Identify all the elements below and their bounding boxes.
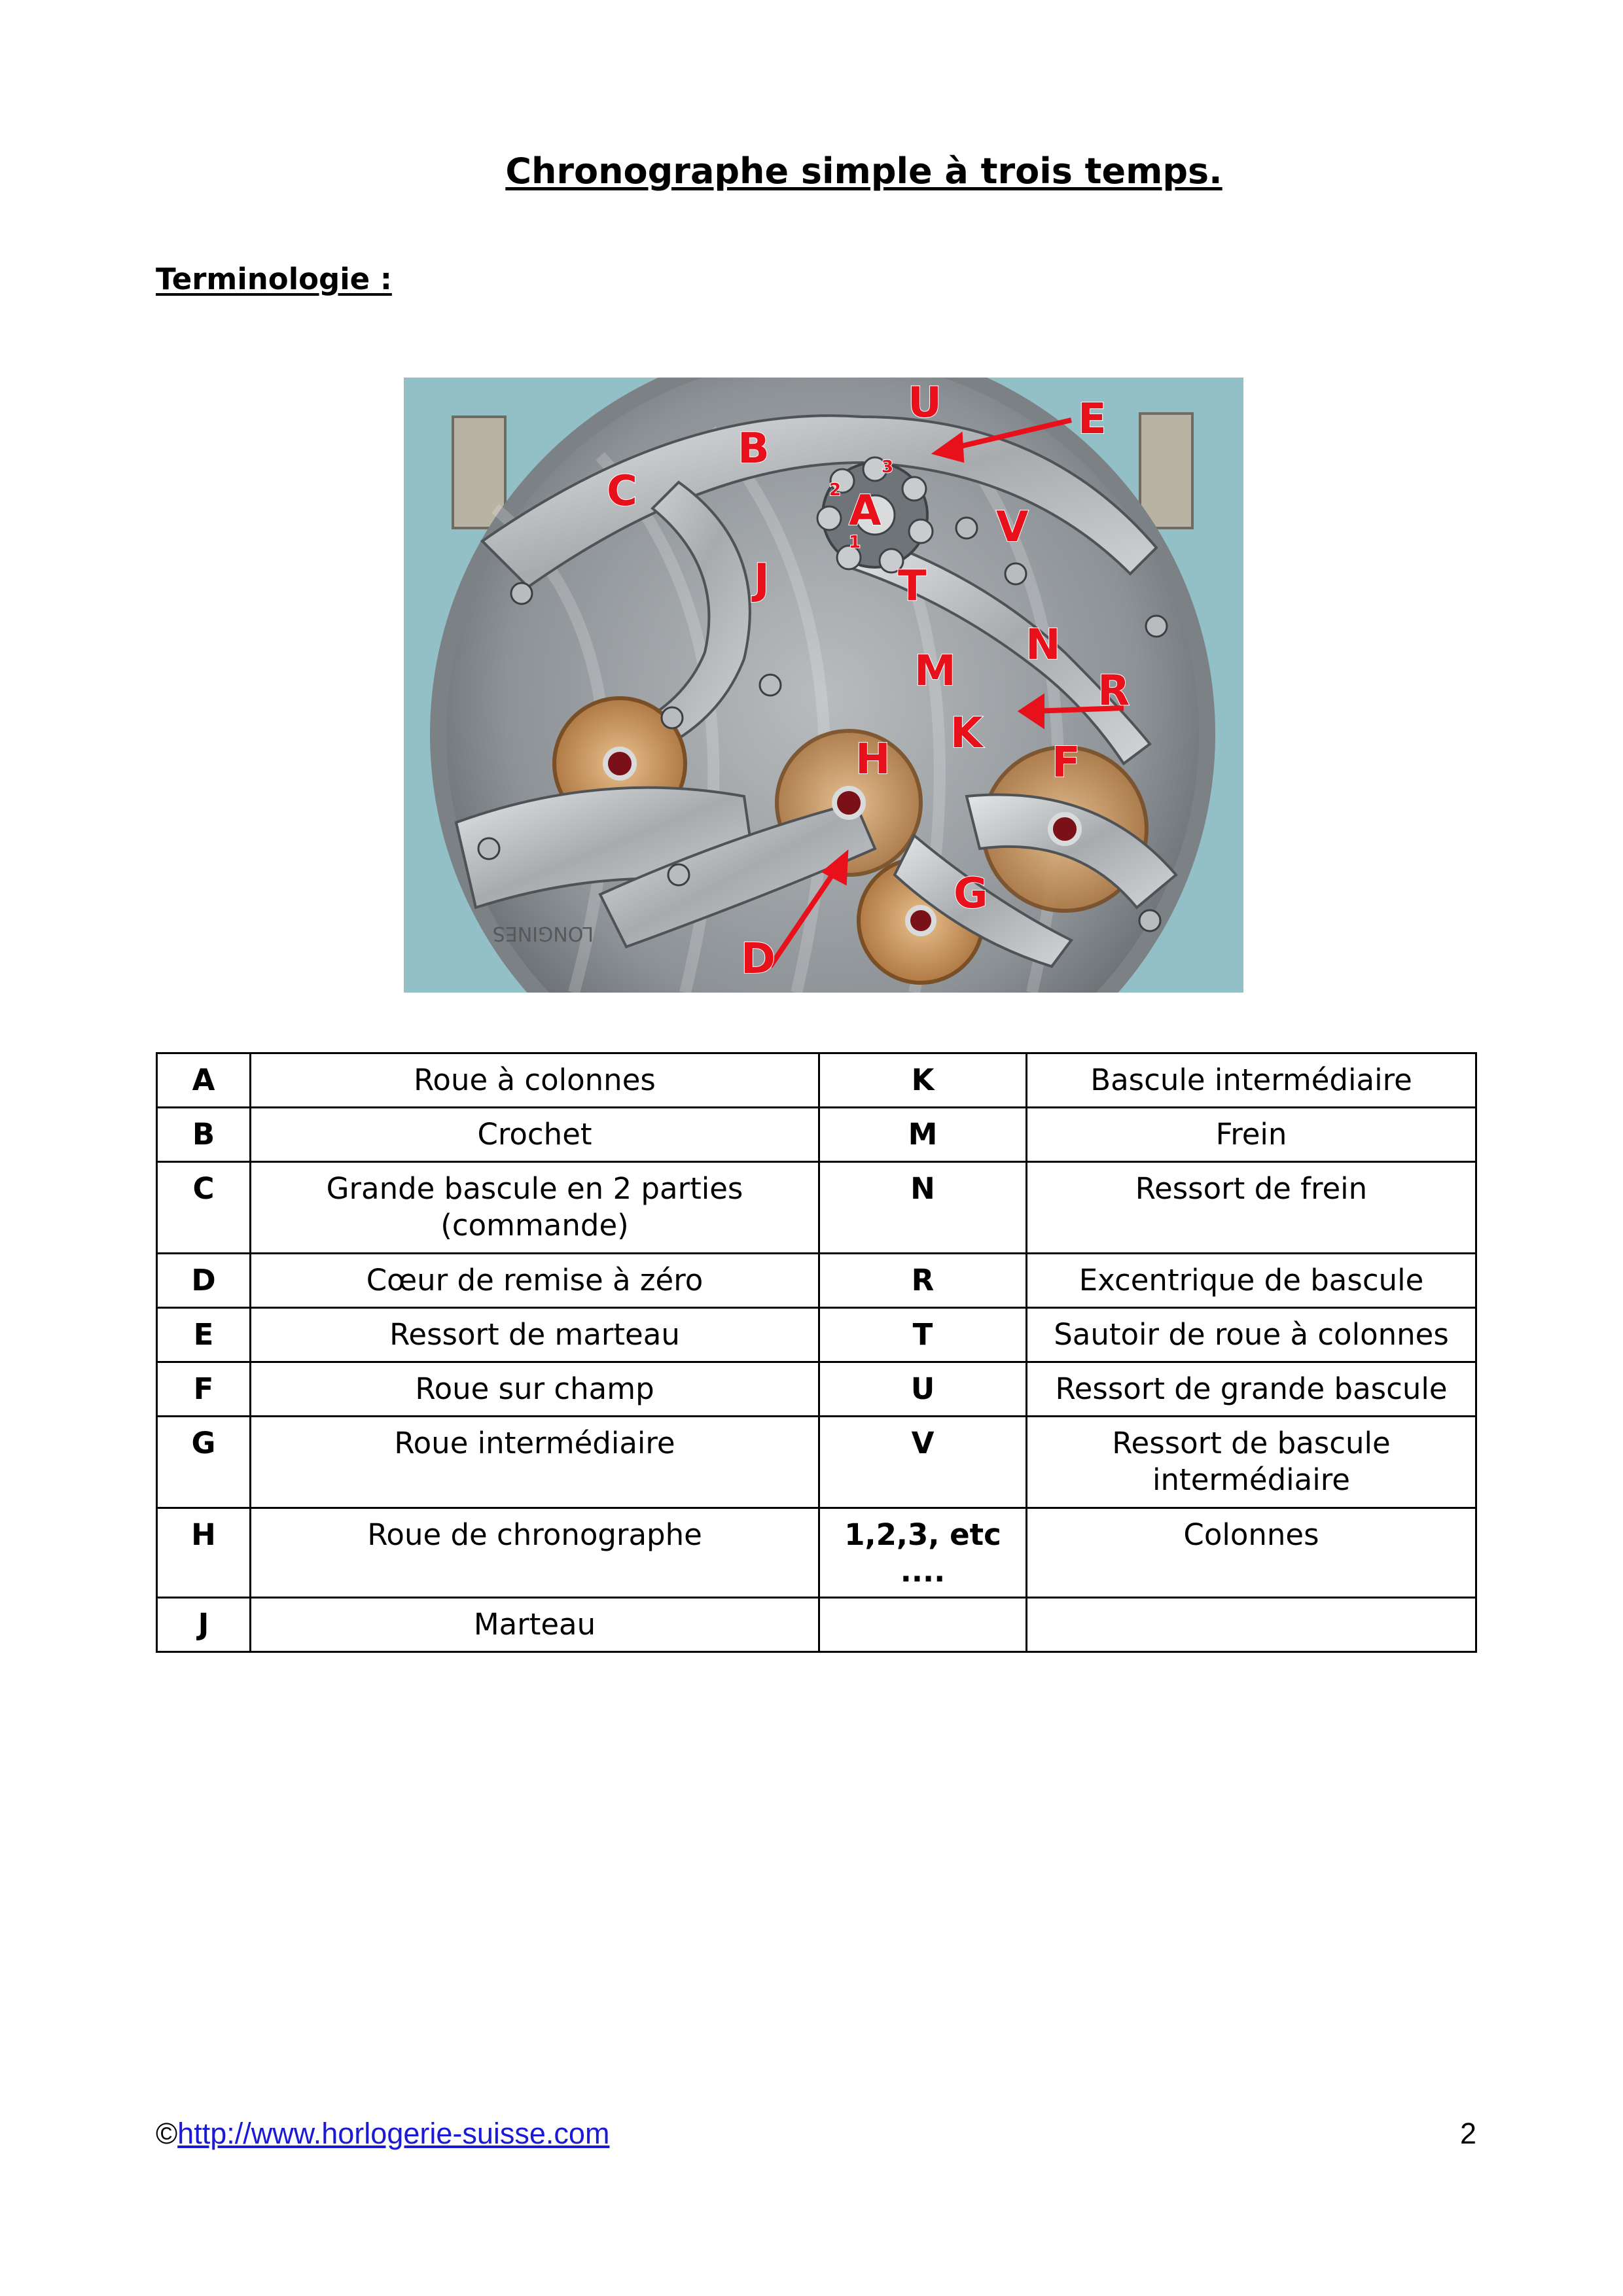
term-name: Frein: [1026, 1106, 1477, 1163]
term-code: J: [156, 1597, 251, 1653]
upper-bridge: [480, 414, 1158, 589]
term-code: D: [156, 1252, 251, 1309]
column-number-1: 1: [849, 533, 861, 552]
term-code: F: [156, 1361, 251, 1417]
column-number-2: 2: [829, 480, 841, 500]
term-name: Excentrique de bascule: [1026, 1252, 1477, 1309]
term-code: N: [818, 1161, 1027, 1254]
term-code: C: [156, 1161, 251, 1254]
label-C: C: [607, 467, 637, 516]
term-name: Roue à colonnes: [249, 1052, 820, 1108]
column-number-3: 3: [882, 457, 893, 477]
term-name: Colonnes: [1026, 1507, 1477, 1598]
lower-bridge-middle: [598, 801, 877, 949]
term-name: Ressort de grande bascule: [1026, 1361, 1477, 1417]
table-row: E Ressort de marteau T Sautoir de roue à…: [156, 1307, 1477, 1363]
label-K: K: [950, 709, 984, 758]
copyright-symbol: ©: [156, 2117, 178, 2150]
chronograph-movement-photo: LONGINES 3 2 1 U E B C A V J T N M R K H…: [404, 378, 1243, 993]
term-name: Grande bascule en 2 parties (commande): [249, 1161, 820, 1254]
label-F: F: [1052, 739, 1080, 787]
term-code: T: [818, 1307, 1027, 1363]
term-name: [1026, 1597, 1477, 1653]
term-code: V: [818, 1415, 1027, 1509]
term-code: K: [818, 1052, 1027, 1108]
table-row: A Roue à colonnes K Bascule intermédiair…: [156, 1052, 1477, 1108]
term-name: Roue sur champ: [249, 1361, 820, 1417]
page-title: Chronographe simple à trois temps.: [505, 150, 1222, 192]
footer-copyright: ©http://www.horlogerie-suisse.com: [156, 2117, 609, 2151]
intermediate-lever: [847, 533, 1152, 766]
website-link[interactable]: http://www.horlogerie-suisse.com: [177, 2117, 610, 2150]
table-row: H Roue de chronographe 1,2,3, etc .... C…: [156, 1507, 1477, 1598]
page-number: 2: [1459, 2117, 1476, 2150]
term-name: Marteau: [249, 1597, 820, 1653]
table-row: F Roue sur champ U Ressort de grande bas…: [156, 1361, 1477, 1417]
label-V: V: [996, 503, 1029, 552]
label-H: H: [855, 735, 891, 784]
label-T: T: [898, 562, 927, 610]
term-code: M: [818, 1106, 1027, 1163]
label-A: A: [849, 487, 882, 535]
term-code: E: [156, 1307, 251, 1363]
label-G: G: [954, 870, 988, 918]
label-J: J: [751, 556, 770, 604]
term-name: Bascule intermédiaire: [1026, 1052, 1477, 1108]
label-R: R: [1097, 667, 1130, 715]
term-code: R: [818, 1252, 1027, 1309]
section-heading: Terminologie :: [156, 262, 392, 296]
term-name: Cœur de remise à zéro: [249, 1252, 820, 1309]
term-name: Roue de chronographe: [249, 1507, 820, 1598]
term-name: Sautoir de roue à colonnes: [1026, 1307, 1477, 1363]
term-name: Ressort de frein: [1026, 1161, 1477, 1254]
term-code: A: [156, 1052, 251, 1108]
term-code: [818, 1597, 1027, 1653]
term-code: U: [818, 1361, 1027, 1417]
label-M: M: [914, 647, 956, 696]
term-name: Ressort de marteau: [249, 1307, 820, 1363]
term-code: G: [156, 1415, 251, 1509]
table-row: J Marteau: [156, 1597, 1477, 1653]
lower-bridge-right: [965, 793, 1178, 910]
term-code: H: [156, 1507, 251, 1598]
term-code: 1,2,3, etc ....: [818, 1507, 1027, 1598]
label-E: E: [1078, 395, 1107, 444]
label-B: B: [738, 425, 770, 473]
term-name: Roue intermédiaire: [249, 1415, 820, 1509]
table-row: C Grande bascule en 2 parties (commande)…: [156, 1161, 1477, 1254]
engraving-text: LONGINES: [493, 922, 594, 945]
table-row: B Crochet M Frein: [156, 1106, 1477, 1163]
term-name: Crochet: [249, 1106, 820, 1163]
label-U: U: [908, 379, 942, 427]
table-row: G Roue intermédiaire V Ressort de bascul…: [156, 1415, 1477, 1509]
terminology-table: A Roue à colonnes K Bascule intermédiair…: [156, 1052, 1477, 1653]
label-N: N: [1026, 621, 1061, 669]
term-name: Ressort de bascule intermédiaire: [1026, 1415, 1477, 1509]
label-D: D: [741, 935, 776, 983]
table-row: D Cœur de remise à zéro R Excentrique de…: [156, 1252, 1477, 1309]
term-code: B: [156, 1106, 251, 1163]
